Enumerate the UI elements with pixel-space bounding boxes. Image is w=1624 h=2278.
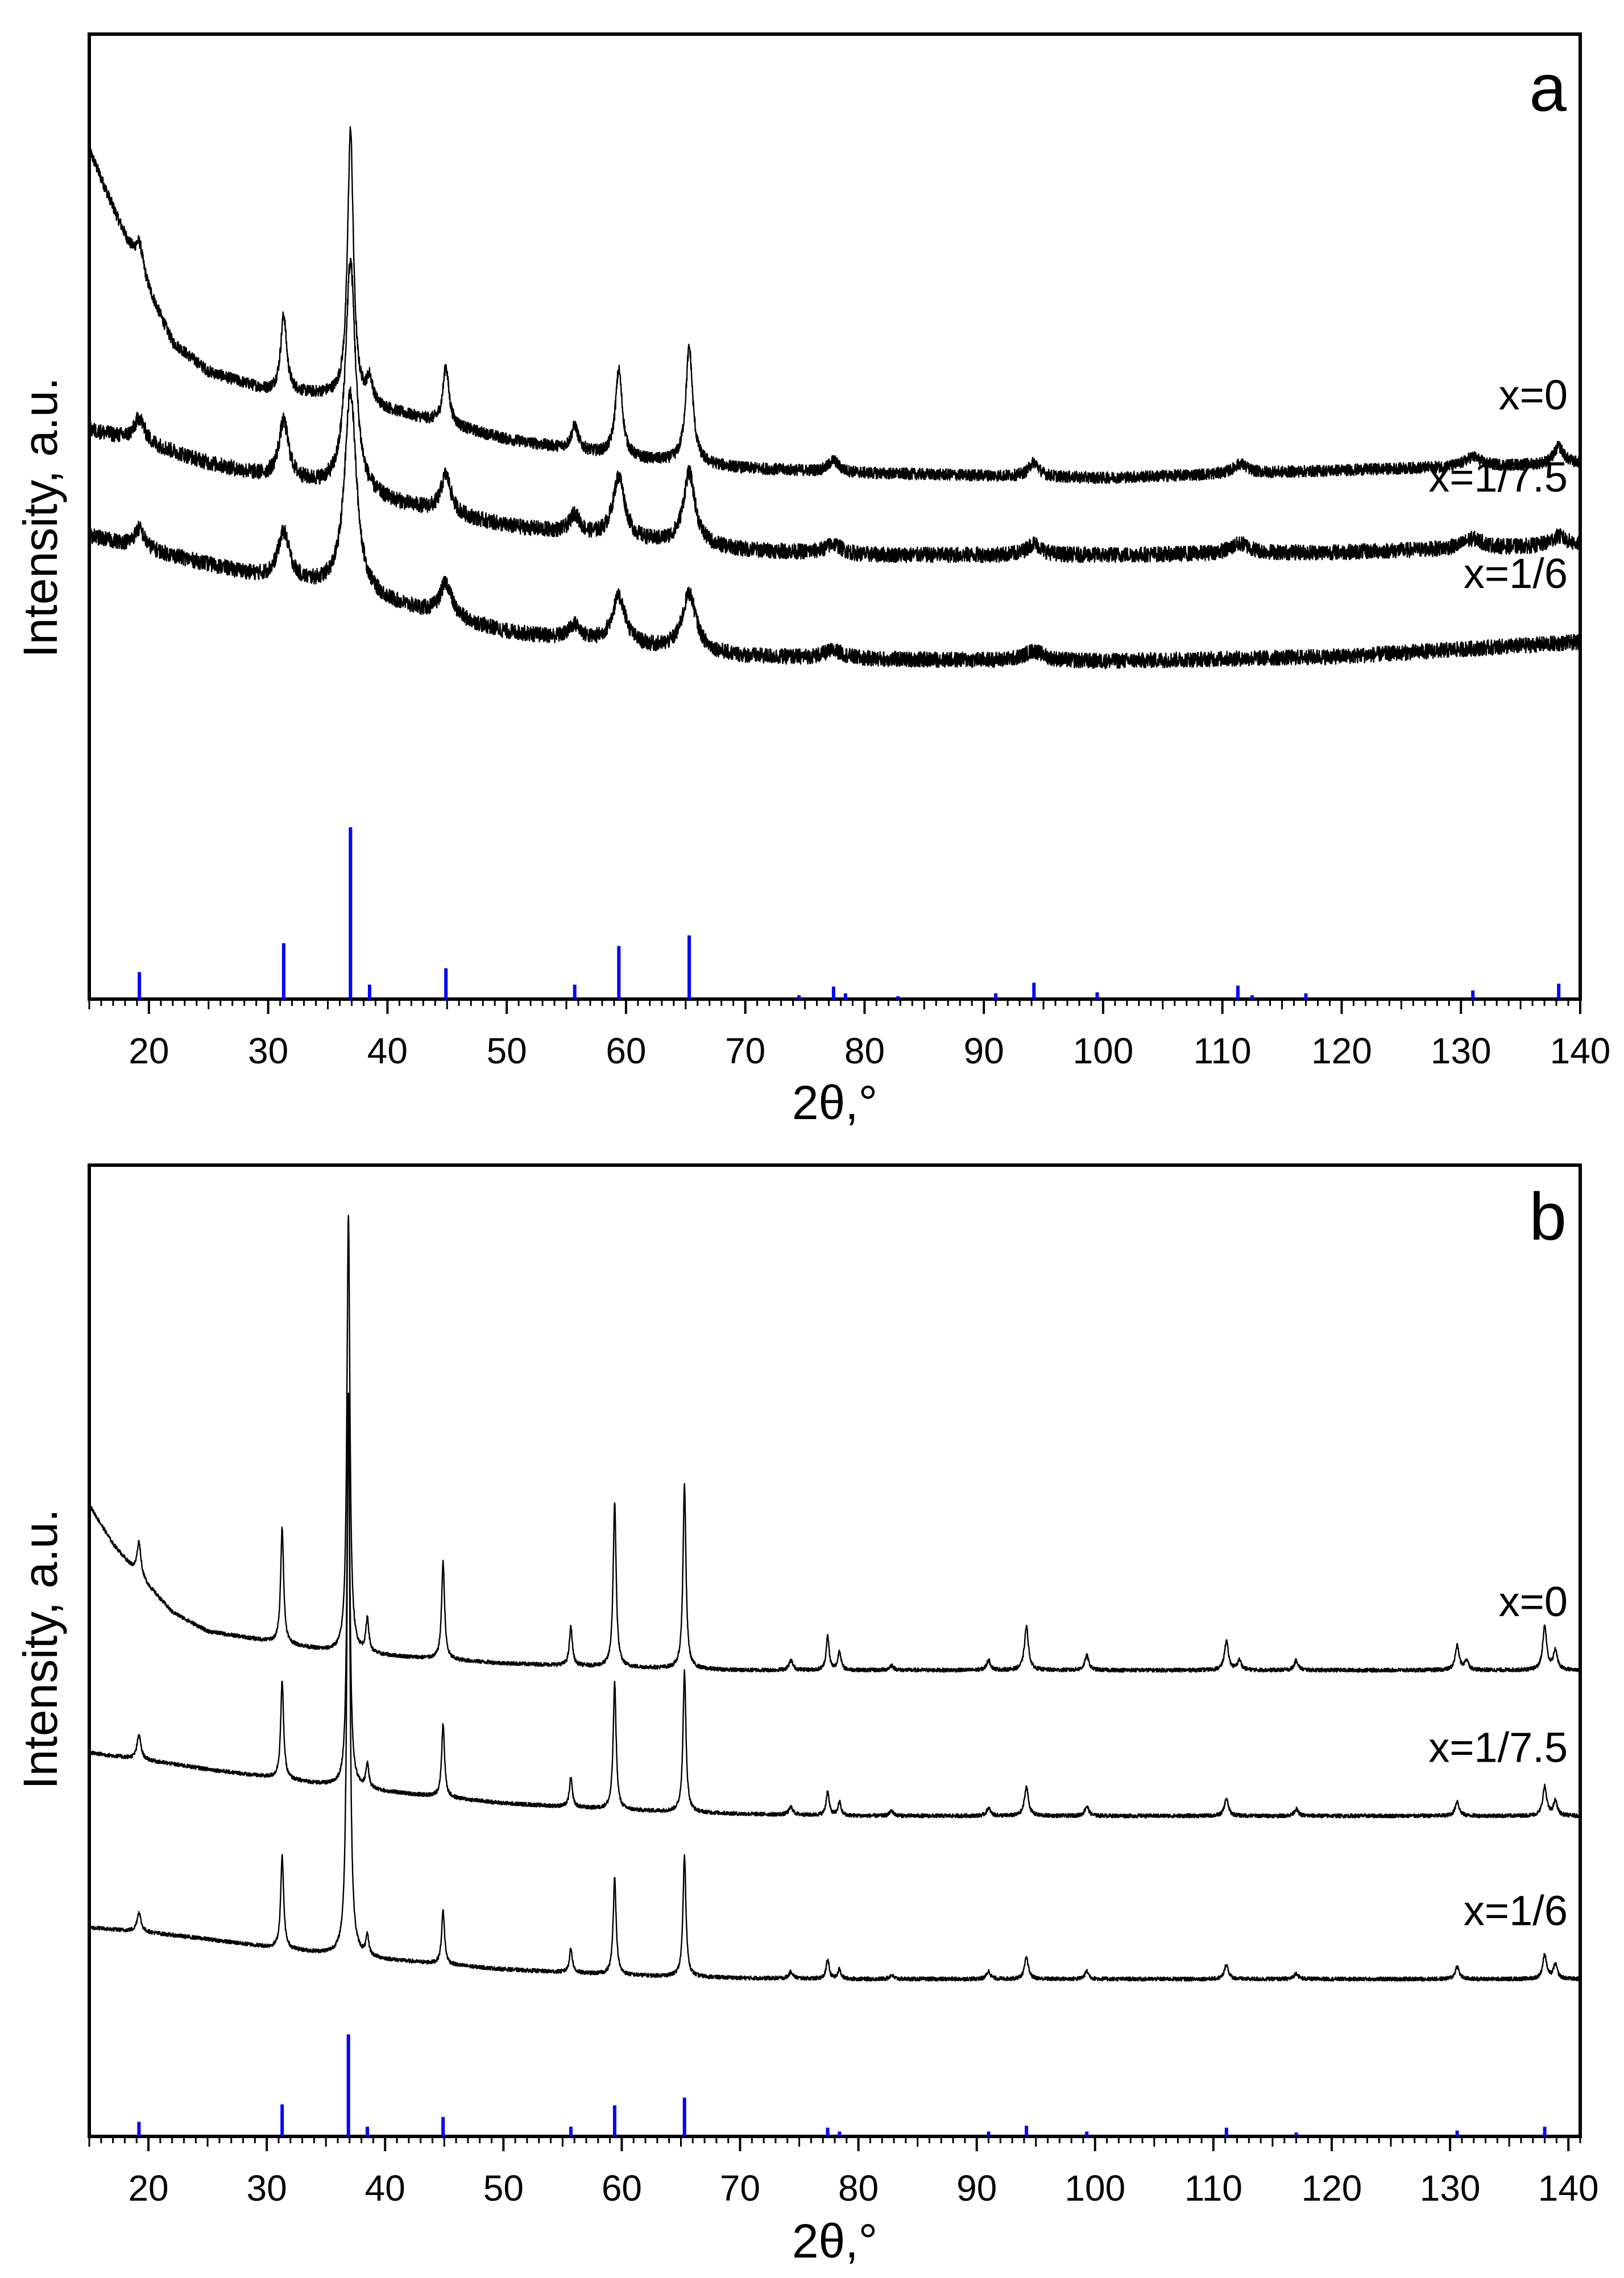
x-tick-label: 110 — [1184, 2168, 1242, 2209]
xrd-curve-2 — [88, 1392, 1581, 1982]
x-tick-label: 50 — [483, 2168, 524, 2209]
x-tick-label: 70 — [725, 1030, 765, 1071]
xrd-curve-0 — [88, 126, 1581, 484]
x-tick-label: 40 — [365, 2168, 405, 2209]
series-label: x=1/6 — [1464, 1887, 1568, 1934]
series-label: x=0 — [1499, 1578, 1568, 1625]
x-tick-label: 100 — [1064, 2168, 1125, 2209]
x-tick-label: 90 — [964, 1030, 1004, 1071]
x-axis-label: 2θ,° — [792, 1076, 877, 1129]
chart-panel-a: a Intensity, a.u. 2θ,° 20 30 40 50 60 70 80 90 1… — [14, 32, 1611, 1129]
xrd-curve-2 — [88, 386, 1581, 669]
x-tick-label: 130 — [1420, 2168, 1481, 2209]
x-tick-label: 90 — [956, 2168, 997, 2209]
y-axis-label: Intensity, a.u. — [14, 377, 67, 657]
x-tick-label: 120 — [1311, 1030, 1372, 1071]
plot-frame — [88, 1163, 1582, 2138]
x-tick-label: 80 — [838, 2168, 879, 2209]
chart-panel-b: b Intensity, a.u. 2θ,° 20 30 40 50 60 70 80 90 1… — [14, 1163, 1599, 2268]
series-label: x=1/6 — [1464, 550, 1568, 597]
x-tick-label: 100 — [1073, 1030, 1134, 1071]
x-tick-label: 20 — [128, 2168, 168, 2209]
series-label: x=0 — [1499, 371, 1568, 419]
x-tick-label: 140 — [1550, 1030, 1611, 1071]
x-tick-label: 30 — [247, 2168, 287, 2209]
x-axis-label: 2θ,° — [792, 2214, 877, 2268]
x-tick-label: 120 — [1302, 2168, 1362, 2209]
x-tick-label: 130 — [1431, 1030, 1492, 1071]
panel-label: b — [1529, 1179, 1567, 1254]
x-tick-label: 30 — [248, 1030, 288, 1071]
x-tick-label: 140 — [1538, 2168, 1599, 2209]
x-tick-label: 50 — [487, 1030, 527, 1071]
x-tick-label: 20 — [129, 1030, 169, 1071]
x-tick-label: 60 — [602, 2168, 642, 2209]
x-tick-label: 40 — [367, 1030, 408, 1071]
xrd-curve-0 — [89, 1215, 1581, 1673]
xrd-curve-1 — [89, 1418, 1581, 1819]
series-label: x=1/7.5 — [1428, 1724, 1568, 1771]
panel-label: a — [1529, 51, 1567, 126]
y-axis-label: Intensity, a.u. — [14, 1509, 67, 1789]
x-tick-label: 60 — [606, 1030, 646, 1071]
series-label: x=1/7.5 — [1428, 453, 1568, 500]
xrd-curve-1 — [88, 258, 1581, 564]
x-tick-label: 110 — [1194, 1030, 1252, 1071]
x-tick-label: 80 — [844, 1030, 885, 1071]
plot-frame — [88, 32, 1582, 1001]
x-tick-label: 70 — [720, 2168, 760, 2209]
